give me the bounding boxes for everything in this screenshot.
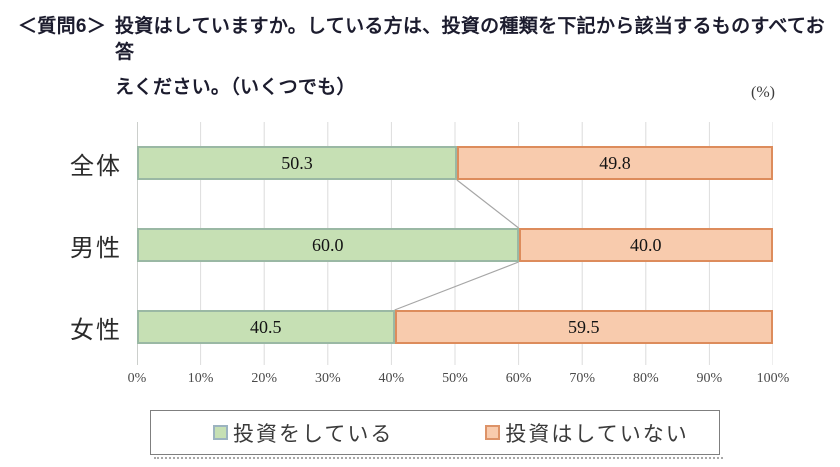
x-axis-tick: 10% <box>187 371 214 386</box>
x-axis-tick: 60% <box>505 371 532 386</box>
legend-item-not-investing: 投資はしていない <box>485 418 688 448</box>
legend: 投資をしている 投資はしていない <box>150 410 723 459</box>
x-axis-tick: 50% <box>442 371 468 386</box>
value-label: 60.0 <box>312 234 344 255</box>
x-axis-tick: 0% <box>127 371 147 386</box>
x-axis-tick: 90% <box>696 371 723 386</box>
legend-swatch-orange <box>485 425 501 440</box>
x-axis-tick: 40% <box>378 371 405 386</box>
question-title-line2: えください。（いくつでも） <box>115 77 356 98</box>
x-axis: 0% 10% 20% 30% 40% 50% 60% 70% 80% 90% 100% <box>128 371 790 391</box>
legend-item-investing: 投資をしている <box>213 418 393 448</box>
x-axis-tick: 100% <box>756 371 790 386</box>
bar-segment-not-investing: 49.8 <box>456 146 773 180</box>
bar-row-dansei: 60.0 40.0 <box>137 228 773 262</box>
category-label-josei: 女性 <box>70 317 122 344</box>
plot-area: 50.3 49.8 60.0 40.0 40.5 59.5 <box>137 122 773 365</box>
question-text: 投資はしていますか。している方は、投資の種類を下記から該当するものすべてお答 <box>115 16 825 63</box>
percent-unit-label: (%) <box>751 84 775 101</box>
legend-swatch-green <box>213 425 228 440</box>
question-title-line1: ＜質問6＞ 投資はしていますか。している方は、投資の種類を下記から該当するものす… <box>18 14 828 66</box>
x-axis-tick: 20% <box>251 371 278 386</box>
bar-segment-not-investing: 59.5 <box>394 310 773 344</box>
x-axis-tick: 80% <box>632 371 659 386</box>
value-label: 49.8 <box>599 152 631 173</box>
bar-segment-investing: 40.5 <box>137 310 395 344</box>
value-label: 40.5 <box>250 316 282 337</box>
legend-label-not-investing: 投資はしていない <box>505 421 689 446</box>
x-axis-tick: 70% <box>569 371 596 386</box>
bar-row-zentai: 50.3 49.8 <box>137 146 773 180</box>
bar-segment-investing: 50.3 <box>137 146 457 180</box>
value-label: 50.3 <box>281 152 313 173</box>
value-label: 40.0 <box>630 234 662 255</box>
bar-segment-investing: 60.0 <box>137 228 519 262</box>
bar-segment-not-investing: 40.0 <box>518 228 773 262</box>
value-label: 59.5 <box>568 316 600 337</box>
question-title: ＜質問6＞ 投資はしていますか。している方は、投資の種類を下記から該当するものす… <box>18 14 828 101</box>
bar-row-josei: 40.5 59.5 <box>137 310 773 344</box>
category-label-dansei: 男性 <box>70 235 122 262</box>
x-axis-tick: 30% <box>314 371 341 386</box>
question-number: ＜質問6＞ <box>18 16 107 37</box>
category-label-zentai: 全体 <box>70 153 122 180</box>
legend-label-investing: 投資をしている <box>233 421 394 446</box>
